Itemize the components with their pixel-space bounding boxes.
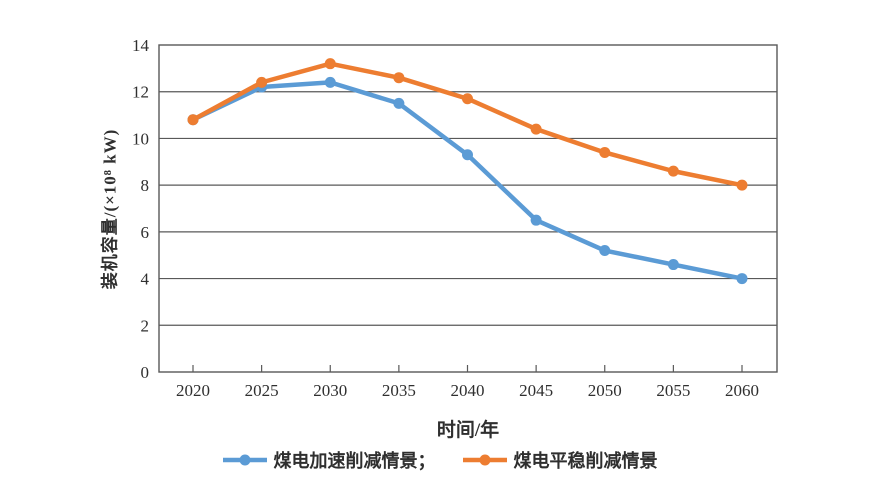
legend-line-marker-icon xyxy=(222,454,267,466)
y-tick-label: 8 xyxy=(141,176,150,195)
series-line-steady-cut xyxy=(190,61,745,188)
data-point-accelerated-cut-2035 xyxy=(393,97,405,109)
x-tick-label: 2035 xyxy=(382,381,416,400)
x-tick-label: 2020 xyxy=(176,381,210,400)
x-tick-label: 2030 xyxy=(313,381,347,400)
series-line-accelerated-cut xyxy=(190,80,745,281)
data-point-accelerated-cut-2060 xyxy=(736,273,748,285)
y-tick-label: 2 xyxy=(141,316,150,335)
legend-item-steady-cut: 煤电平稳削减情景 xyxy=(462,447,658,473)
y-axis-title: 装机容量/(×10⁸ kW) xyxy=(100,128,120,290)
data-point-steady-cut-2060 xyxy=(736,179,748,191)
x-tick-label: 2050 xyxy=(588,381,622,400)
y-tick-label: 4 xyxy=(141,270,150,289)
data-point-steady-cut-2050 xyxy=(599,146,611,158)
data-point-accelerated-cut-2045 xyxy=(530,214,542,226)
x-tick-label: 2025 xyxy=(245,381,279,400)
data-point-steady-cut-2030 xyxy=(324,58,336,70)
x-tick-label: 2055 xyxy=(656,381,690,400)
y-tick-label: 6 xyxy=(141,223,150,242)
data-point-steady-cut-2025 xyxy=(256,76,268,88)
data-point-accelerated-cut-2030 xyxy=(324,76,336,88)
data-point-steady-cut-2055 xyxy=(667,165,679,177)
data-point-accelerated-cut-2050 xyxy=(599,245,611,257)
data-point-accelerated-cut-2055 xyxy=(667,259,679,271)
legend-label-accelerated-cut: 煤电加速削减情景； xyxy=(273,451,436,471)
x-axis-title: 时间/年 xyxy=(436,420,500,441)
y-tick-label: 10 xyxy=(132,129,149,148)
data-point-steady-cut-2040 xyxy=(462,93,473,105)
y-tick-label: 14 xyxy=(132,36,150,55)
data-point-steady-cut-2045 xyxy=(530,123,542,135)
legend-item-accelerated-cut: 煤电加速削减情景； xyxy=(222,447,436,473)
data-point-accelerated-cut-2040 xyxy=(462,149,473,161)
x-tick-label: 2060 xyxy=(725,381,759,400)
x-tick-label: 2045 xyxy=(519,381,553,400)
data-point-steady-cut-2035 xyxy=(393,72,405,84)
legend-line-marker-icon xyxy=(462,454,507,466)
y-tick-label: 0 xyxy=(141,363,150,382)
legend: 煤电加速削减情景； 煤电平稳削减情景 xyxy=(0,447,879,473)
y-tick-label: 12 xyxy=(132,83,149,102)
x-tick-label: 2040 xyxy=(451,381,485,400)
data-point-steady-cut-2020 xyxy=(187,114,199,126)
legend-label-steady-cut: 煤电平稳削减情景 xyxy=(513,451,658,471)
